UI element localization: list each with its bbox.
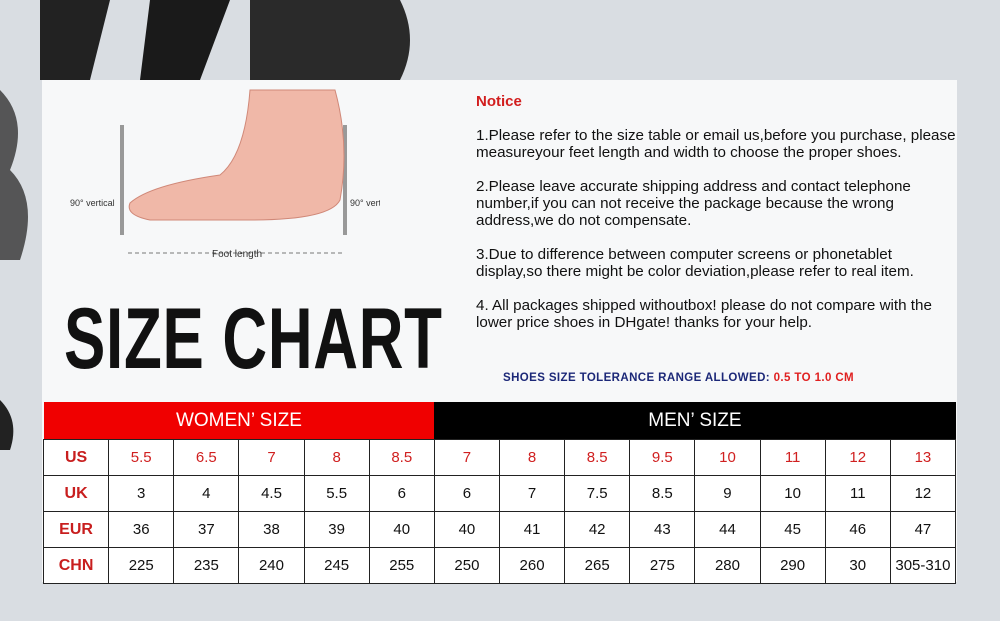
size-cell: 30 — [824, 547, 891, 584]
notice-item: 2.Please leave accurate shipping address… — [476, 178, 911, 229]
men-size-header: MEN’ SIZE — [434, 402, 956, 440]
size-cell: 5.5 — [303, 475, 370, 512]
notice-item: 4. All packages shipped withoutbox! plea… — [476, 297, 932, 331]
size-cell: 9 — [694, 475, 761, 512]
right-vertical-label: 90° vertical — [350, 198, 380, 208]
size-table: WOMEN’ SIZE MEN’ SIZE US 5.5 6.5 7 8 8.5 7 8 8.5… — [42, 402, 957, 584]
size-cell: 45 — [759, 511, 826, 548]
left-vertical-label: 90° vertical — [70, 198, 115, 208]
size-cell: 44 — [694, 511, 761, 548]
tolerance-value: 0.5 TO 1.0 CM — [773, 372, 855, 384]
row-label: EUR — [42, 511, 110, 548]
size-cell: 46 — [824, 511, 891, 548]
size-cell: 245 — [303, 547, 370, 584]
size-cell: 6 — [368, 475, 435, 512]
size-cell: 10 — [759, 475, 826, 512]
tolerance-label: SHOES SIZE TOLERANCE RANGE ALLOWED: — [503, 372, 771, 384]
size-cell: 37 — [173, 511, 240, 548]
size-cell: 8 — [303, 439, 370, 476]
size-cell: 42 — [564, 511, 631, 548]
size-cell: 8.5 — [564, 439, 631, 476]
size-cell: 40 — [368, 511, 435, 548]
size-cell: 250 — [433, 547, 500, 584]
size-cell: 7.5 — [564, 475, 631, 512]
size-cell: 265 — [564, 547, 631, 584]
size-cell: 240 — [238, 547, 305, 584]
table-row: CHN 225 235 240 245 255 250 260 265 275 280 290 30 30… — [42, 547, 957, 584]
size-cell: 12 — [824, 439, 891, 476]
size-cell: 275 — [629, 547, 696, 584]
row-label: CHN — [42, 547, 110, 584]
size-cell: 235 — [173, 547, 240, 584]
foot-measurement-illustration: 90° vertical 90° vertical Foot length — [70, 89, 380, 260]
size-cell: 12 — [889, 475, 957, 512]
size-cell: 280 — [694, 547, 761, 584]
notice-heading: Notice — [476, 93, 522, 110]
size-cell: 36 — [108, 511, 175, 548]
size-cell: 255 — [368, 547, 435, 584]
size-cell: 40 — [433, 511, 500, 548]
row-label: UK — [42, 475, 110, 512]
notice-item: 3.Due to difference between computer scr… — [476, 246, 914, 280]
size-cell: 7 — [238, 439, 305, 476]
size-cell: 38 — [238, 511, 305, 548]
row-label: US — [42, 439, 110, 476]
size-cell: 47 — [889, 511, 957, 548]
page-title: SIZE CHART — [64, 291, 443, 387]
size-cell: 11 — [824, 475, 891, 512]
size-cell: 290 — [759, 547, 826, 584]
size-cell: 10 — [694, 439, 761, 476]
notice-section: Notice 1.Please refer to the size table … — [476, 93, 961, 348]
size-cell: 7 — [433, 439, 500, 476]
size-cell: 6 — [433, 475, 500, 512]
table-row: EUR 36 37 38 39 40 40 41 42 43 44 45 46 47 — [42, 511, 957, 548]
size-cell: 43 — [629, 511, 696, 548]
size-cell: 6.5 — [173, 439, 240, 476]
size-cell: 8.5 — [368, 439, 435, 476]
size-cell: 41 — [498, 511, 566, 548]
size-cell: 8.5 — [629, 475, 696, 512]
size-cell: 4 — [173, 475, 240, 512]
table-row: UK 3 4 4.5 5.5 6 6 7 7.5 8.5 9 10 11 12 — [42, 475, 957, 512]
size-cell: 305-310 — [889, 547, 957, 584]
size-cell: 260 — [498, 547, 566, 584]
size-cell: 5.5 — [108, 439, 175, 476]
size-cell: 13 — [889, 439, 957, 476]
size-cell: 4.5 — [238, 475, 305, 512]
notice-item: 1.Please refer to the size table or emai… — [476, 127, 956, 161]
foot-length-label: Foot length — [212, 249, 262, 260]
size-cell: 11 — [759, 439, 826, 476]
women-size-header: WOMEN’ SIZE — [43, 402, 435, 440]
size-cell: 7 — [498, 475, 566, 512]
size-cell: 225 — [108, 547, 175, 584]
size-cell: 9.5 — [629, 439, 696, 476]
table-row: US 5.5 6.5 7 8 8.5 7 8 8.5 9.5 10 11 12 13 — [42, 439, 957, 476]
size-cell: 3 — [108, 475, 175, 512]
tolerance-note: SHOES SIZE TOLERANCE RANGE ALLOWED: 0.5 … — [503, 372, 854, 384]
size-cell: 8 — [498, 439, 566, 476]
size-cell: 39 — [303, 511, 370, 548]
